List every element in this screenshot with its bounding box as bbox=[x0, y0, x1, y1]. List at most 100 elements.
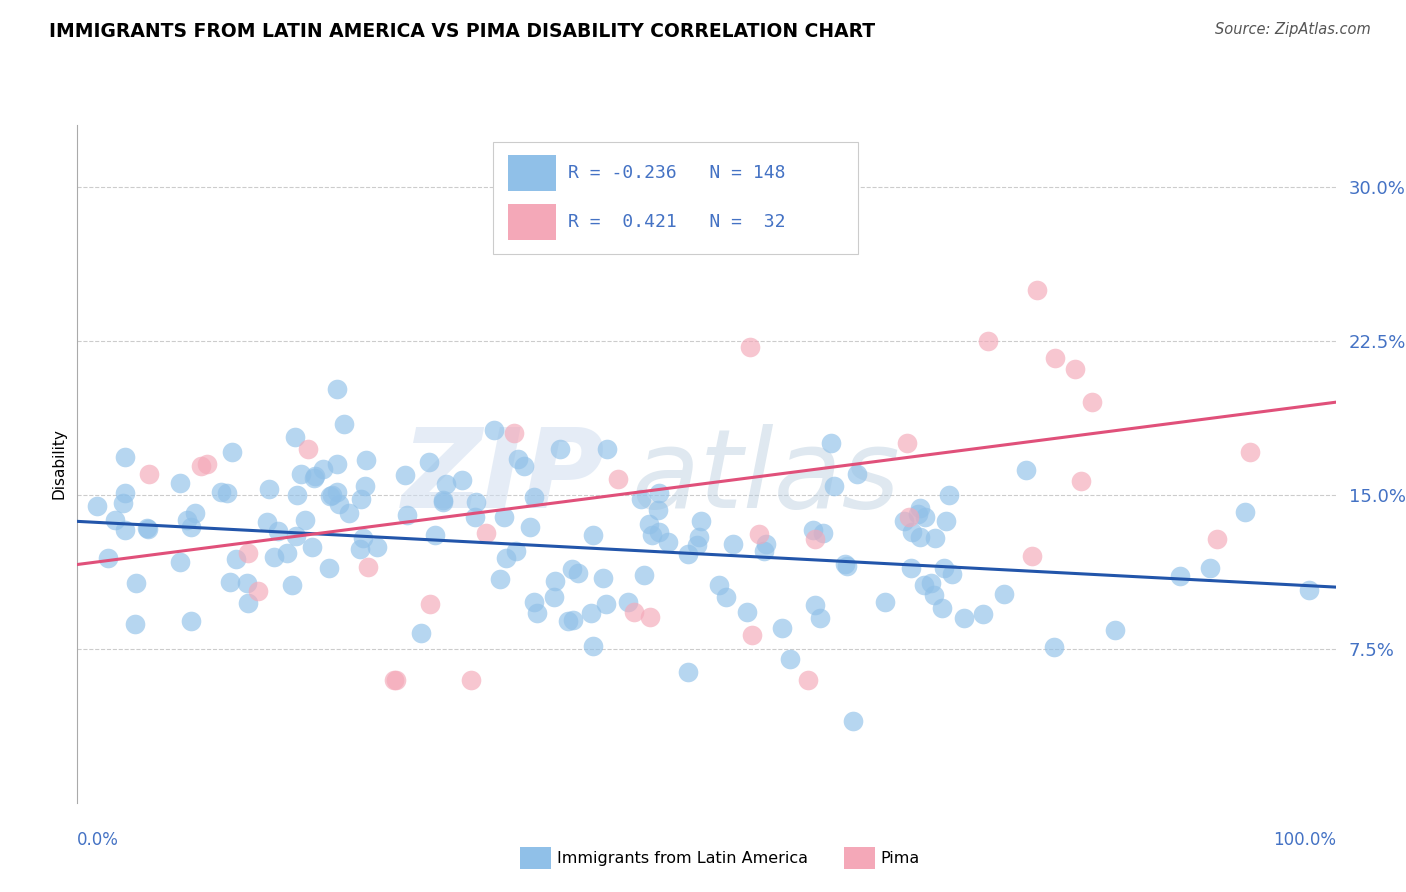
Point bbox=[513, 458, 536, 473]
Point bbox=[623, 605, 645, 619]
Point bbox=[823, 479, 845, 493]
Point bbox=[321, 488, 343, 502]
Point bbox=[1081, 395, 1104, 409]
Point bbox=[523, 595, 546, 609]
Bar bbox=[508, 204, 555, 240]
Text: atlas: atlas bbox=[631, 424, 900, 531]
Point bbox=[638, 517, 661, 532]
Point bbox=[685, 538, 707, 552]
Point bbox=[562, 613, 585, 627]
Point bbox=[409, 626, 432, 640]
Point bbox=[1064, 362, 1087, 376]
Point bbox=[808, 611, 831, 625]
Point bbox=[1015, 462, 1038, 476]
Point bbox=[495, 551, 517, 566]
Point bbox=[941, 567, 963, 582]
Point bbox=[907, 507, 929, 521]
Point bbox=[294, 513, 316, 527]
Point bbox=[136, 521, 159, 535]
Point bbox=[633, 568, 655, 582]
Text: Source: ZipAtlas.com: Source: ZipAtlas.com bbox=[1215, 22, 1371, 37]
Point bbox=[908, 530, 931, 544]
Point bbox=[1199, 561, 1222, 575]
Point bbox=[924, 589, 946, 603]
Point bbox=[972, 607, 994, 622]
Point bbox=[112, 496, 135, 510]
Point bbox=[582, 528, 605, 542]
Point bbox=[357, 560, 380, 574]
Point bbox=[384, 673, 406, 687]
Point bbox=[688, 530, 710, 544]
Text: IMMIGRANTS FROM LATIN AMERICA VS PIMA DISABILITY CORRELATION CHART: IMMIGRANTS FROM LATIN AMERICA VS PIMA DI… bbox=[49, 22, 876, 41]
Text: 0.0%: 0.0% bbox=[77, 831, 120, 849]
Point bbox=[508, 451, 530, 466]
Point bbox=[896, 436, 918, 450]
Point bbox=[366, 541, 388, 555]
Point bbox=[395, 508, 418, 523]
Point bbox=[434, 477, 457, 491]
Point bbox=[326, 382, 349, 396]
Point bbox=[640, 610, 662, 624]
Point bbox=[503, 425, 526, 440]
Point bbox=[285, 488, 308, 502]
Point bbox=[804, 598, 827, 612]
Point bbox=[1070, 474, 1092, 488]
Point bbox=[714, 590, 737, 604]
Point bbox=[779, 652, 801, 666]
Point bbox=[842, 714, 865, 728]
Point bbox=[811, 526, 834, 541]
Point bbox=[908, 500, 931, 515]
Point bbox=[394, 468, 416, 483]
Point bbox=[332, 417, 354, 431]
Point bbox=[1298, 582, 1320, 597]
Point bbox=[607, 472, 630, 486]
Point bbox=[748, 526, 770, 541]
Point bbox=[352, 531, 374, 545]
Point bbox=[1043, 640, 1066, 654]
Point bbox=[647, 503, 669, 517]
Point bbox=[657, 534, 679, 549]
Point bbox=[263, 549, 285, 564]
Point bbox=[432, 492, 454, 507]
Point bbox=[312, 462, 335, 476]
Point bbox=[349, 541, 371, 556]
Point bbox=[834, 557, 856, 571]
Point bbox=[180, 615, 202, 629]
Point bbox=[281, 577, 304, 591]
Point bbox=[125, 576, 148, 591]
Point bbox=[195, 457, 218, 471]
Point bbox=[548, 442, 571, 457]
Point bbox=[544, 574, 567, 588]
Point bbox=[465, 495, 488, 509]
Point bbox=[276, 546, 298, 560]
Point bbox=[797, 673, 820, 687]
Point bbox=[432, 495, 454, 509]
Text: Pima: Pima bbox=[880, 851, 920, 865]
Point bbox=[630, 491, 652, 506]
Point bbox=[169, 555, 191, 569]
Y-axis label: Disability: Disability bbox=[51, 428, 66, 500]
Point bbox=[592, 571, 614, 585]
Point bbox=[221, 444, 243, 458]
FancyBboxPatch shape bbox=[492, 142, 858, 253]
Point bbox=[740, 340, 762, 354]
Point bbox=[934, 561, 956, 575]
Point bbox=[616, 595, 638, 609]
Point bbox=[1234, 505, 1257, 519]
Point bbox=[419, 597, 441, 611]
Point bbox=[519, 519, 541, 533]
Point bbox=[354, 453, 377, 467]
Point bbox=[582, 639, 605, 653]
Point bbox=[217, 486, 239, 500]
Point bbox=[735, 605, 758, 619]
Point bbox=[256, 515, 278, 529]
Point bbox=[953, 610, 976, 624]
Point bbox=[460, 673, 482, 687]
Point bbox=[920, 576, 942, 591]
Point bbox=[505, 544, 527, 558]
Point bbox=[1168, 569, 1191, 583]
Point bbox=[912, 578, 935, 592]
Point bbox=[184, 506, 207, 520]
Bar bbox=[508, 155, 555, 191]
Point bbox=[169, 475, 191, 490]
